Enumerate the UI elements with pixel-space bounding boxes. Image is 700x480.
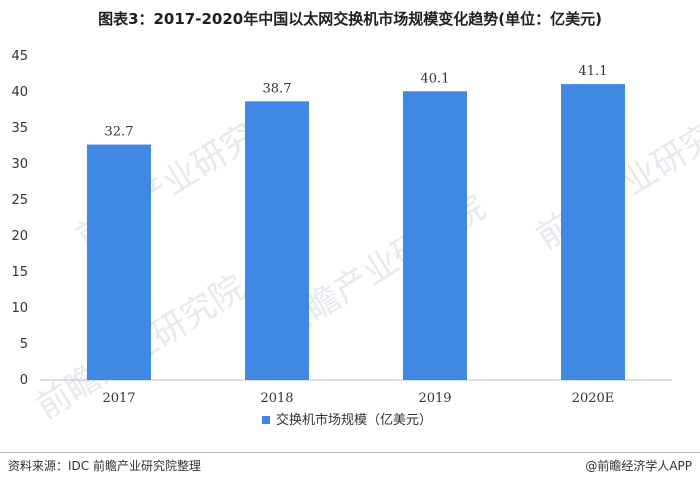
bar — [561, 84, 625, 380]
data-label: 40.1 — [421, 71, 450, 86]
footer: 资料来源：IDC 前瞻产业研究院整理 @前瞻经济学人APP — [0, 452, 700, 475]
data-label: 41.1 — [579, 64, 608, 79]
chart-title: 图表3：2017-2020年中国以太网交换机市场规模变化趋势(单位：亿美元) — [98, 10, 602, 28]
y-tick-label: 40 — [11, 85, 28, 100]
bar — [245, 101, 309, 381]
y-tick-label: 20 — [11, 229, 28, 244]
bar — [403, 91, 467, 380]
bar-chart: 0 5 10 15 20 25 30 35 40 45 32.7 2017 38.7 2018 40.1 20… — [11, 49, 672, 428]
legend-swatch — [262, 416, 270, 424]
legend-label: 交换机市场规模（亿美元） — [276, 412, 432, 428]
bar — [87, 144, 151, 380]
x-tick-label: 2019 — [418, 391, 451, 406]
x-tick-label: 2020E — [572, 391, 615, 406]
y-tick-label: 45 — [11, 49, 28, 64]
data-label: 38.7 — [263, 81, 292, 96]
y-tick-label: 30 — [11, 157, 28, 172]
source-note: 资料来源：IDC 前瞻产业研究院整理 — [8, 459, 201, 473]
x-tick-label: 2018 — [260, 391, 293, 406]
data-label: 32.7 — [105, 125, 134, 140]
y-tick-label: 25 — [11, 193, 28, 208]
y-tick-label: 10 — [11, 301, 28, 316]
x-tick-label: 2017 — [102, 391, 135, 406]
y-tick-label: 5 — [20, 337, 28, 352]
credit-note: @前瞻经济学人APP — [585, 459, 692, 473]
y-tick-label: 35 — [11, 121, 28, 136]
y-tick-label: 15 — [11, 265, 28, 280]
y-tick-label: 0 — [20, 373, 28, 388]
